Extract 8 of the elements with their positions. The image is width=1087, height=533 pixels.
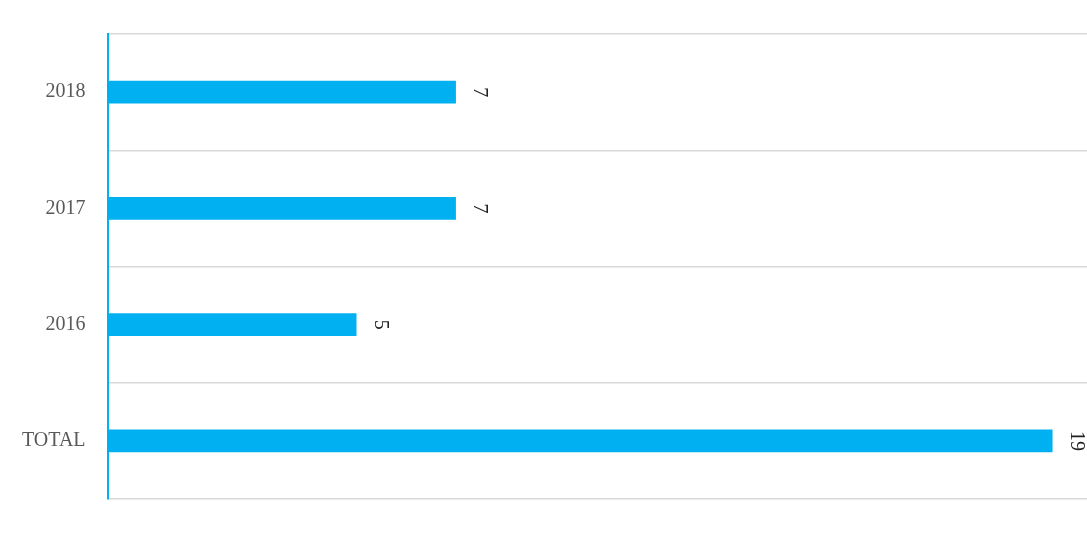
data-label: 7: [470, 87, 493, 98]
data-label: 5: [370, 319, 393, 330]
y-tick-label: 2016: [45, 311, 86, 334]
data-label: 19: [1066, 430, 1087, 451]
y-tick-label: 2018: [45, 79, 86, 102]
y-tick-label: 2017: [45, 195, 86, 218]
y-tick-label: TOTAL: [22, 428, 86, 451]
data-label: 7: [470, 203, 493, 214]
